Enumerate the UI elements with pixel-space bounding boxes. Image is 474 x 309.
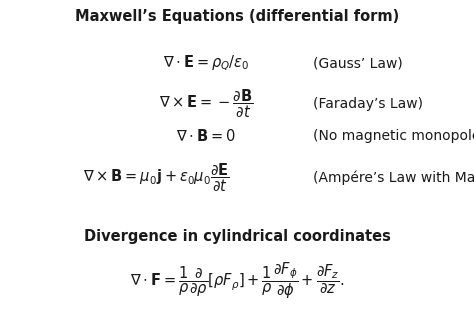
Text: Maxwell’s Equations (differential form): Maxwell’s Equations (differential form) <box>75 10 399 24</box>
Text: $\nabla \cdot \mathbf{F} = \dfrac{1}{\rho}\dfrac{\partial}{\partial\rho}\left[\r: $\nabla \cdot \mathbf{F} = \dfrac{1}{\rh… <box>129 261 345 301</box>
Text: (Gauss’ Law): (Gauss’ Law) <box>313 56 402 70</box>
Text: $\nabla \times \mathbf{E} = -\dfrac{\partial \mathbf{B}}{\partial t}$: $\nabla \times \mathbf{E} = -\dfrac{\par… <box>159 87 254 120</box>
Text: Divergence in cylindrical coordinates: Divergence in cylindrical coordinates <box>83 229 391 244</box>
Text: $\nabla \times \mathbf{B} = \mu_0 \mathbf{j} + \epsilon_0\mu_0\dfrac{\partial \m: $\nabla \times \mathbf{B} = \mu_0 \mathb… <box>83 161 230 194</box>
Text: $\nabla \cdot \mathbf{B} = 0$: $\nabla \cdot \mathbf{B} = 0$ <box>176 128 236 144</box>
Text: (No magnetic monopoles): (No magnetic monopoles) <box>313 129 474 143</box>
Text: (Faraday’s Law): (Faraday’s Law) <box>313 96 423 111</box>
Text: $\nabla \cdot \mathbf{E} = \rho_Q/\epsilon_0$: $\nabla \cdot \mathbf{E} = \rho_Q/\epsil… <box>163 54 249 73</box>
Text: (Ampére’s Law with Maxwell’s correction): (Ampére’s Law with Maxwell’s correction) <box>313 171 474 185</box>
